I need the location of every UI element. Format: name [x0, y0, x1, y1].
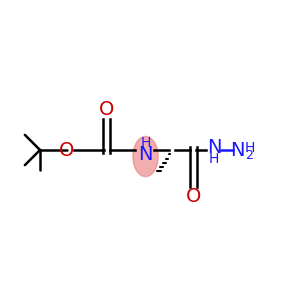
Text: N: N	[207, 137, 221, 157]
Text: H: H	[209, 152, 219, 166]
Text: N: N	[230, 140, 245, 160]
Text: 2: 2	[245, 149, 253, 162]
Text: O: O	[185, 187, 201, 206]
Text: H: H	[140, 136, 151, 150]
Ellipse shape	[133, 136, 158, 177]
Text: O: O	[99, 100, 115, 119]
Text: O: O	[59, 140, 74, 160]
Text: N: N	[138, 145, 153, 164]
Text: H: H	[245, 141, 256, 154]
